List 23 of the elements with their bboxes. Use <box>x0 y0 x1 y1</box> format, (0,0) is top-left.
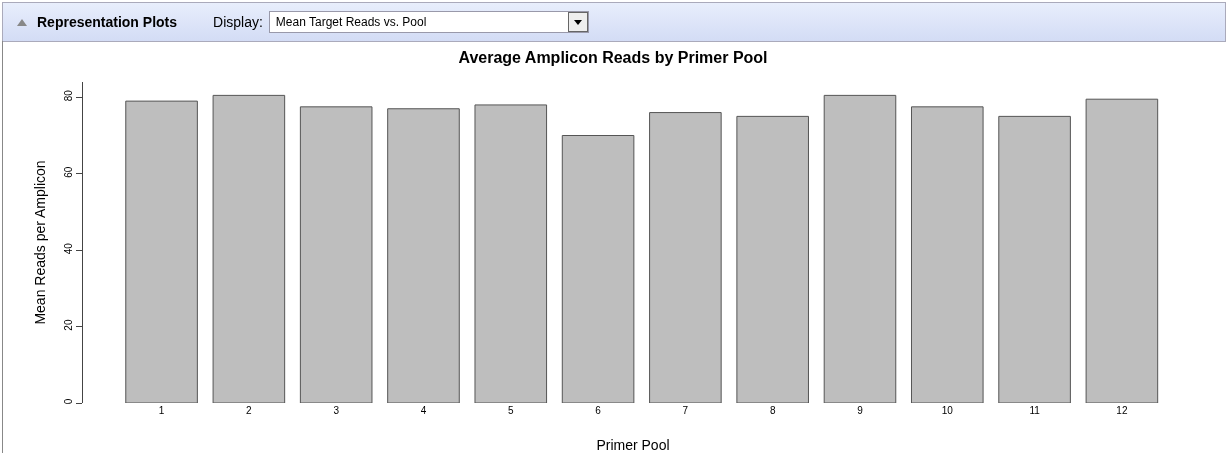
x-tick-label: 4 <box>420 405 427 416</box>
y-tick-label: 60 <box>63 166 74 178</box>
text: Representation Plots <box>37 14 178 30</box>
x-tick-label: 12 <box>1116 405 1128 416</box>
y-tick-label: 20 <box>63 319 74 331</box>
y-tick-label: 40 <box>63 242 74 255</box>
text: Mean Target Reads vs. Pool <box>275 15 427 29</box>
x-tick-label: 8 <box>769 405 776 416</box>
x-tick-label: 10 <box>941 405 954 416</box>
x-tick-label: 1 <box>158 405 165 416</box>
x-axis-title: Primer Pool <box>596 437 670 453</box>
text: Display: <box>213 14 263 30</box>
chart-title: Average Amplicon Reads by Primer Pool <box>458 49 768 67</box>
y-tick-label: 80 <box>63 89 74 102</box>
x-tick-label: 3 <box>333 405 340 416</box>
x-tick-label: 11 <box>1029 405 1041 416</box>
x-tick-label: 6 <box>595 405 602 416</box>
y-tick-label: 0 <box>63 398 74 405</box>
x-tick-label: 9 <box>857 405 864 416</box>
x-tick-label: 7 <box>682 405 689 416</box>
x-tick-label: 5 <box>508 405 514 416</box>
x-tick-label: 2 <box>246 405 253 416</box>
y-axis-title: Mean Reads per Amplicon <box>32 160 48 325</box>
